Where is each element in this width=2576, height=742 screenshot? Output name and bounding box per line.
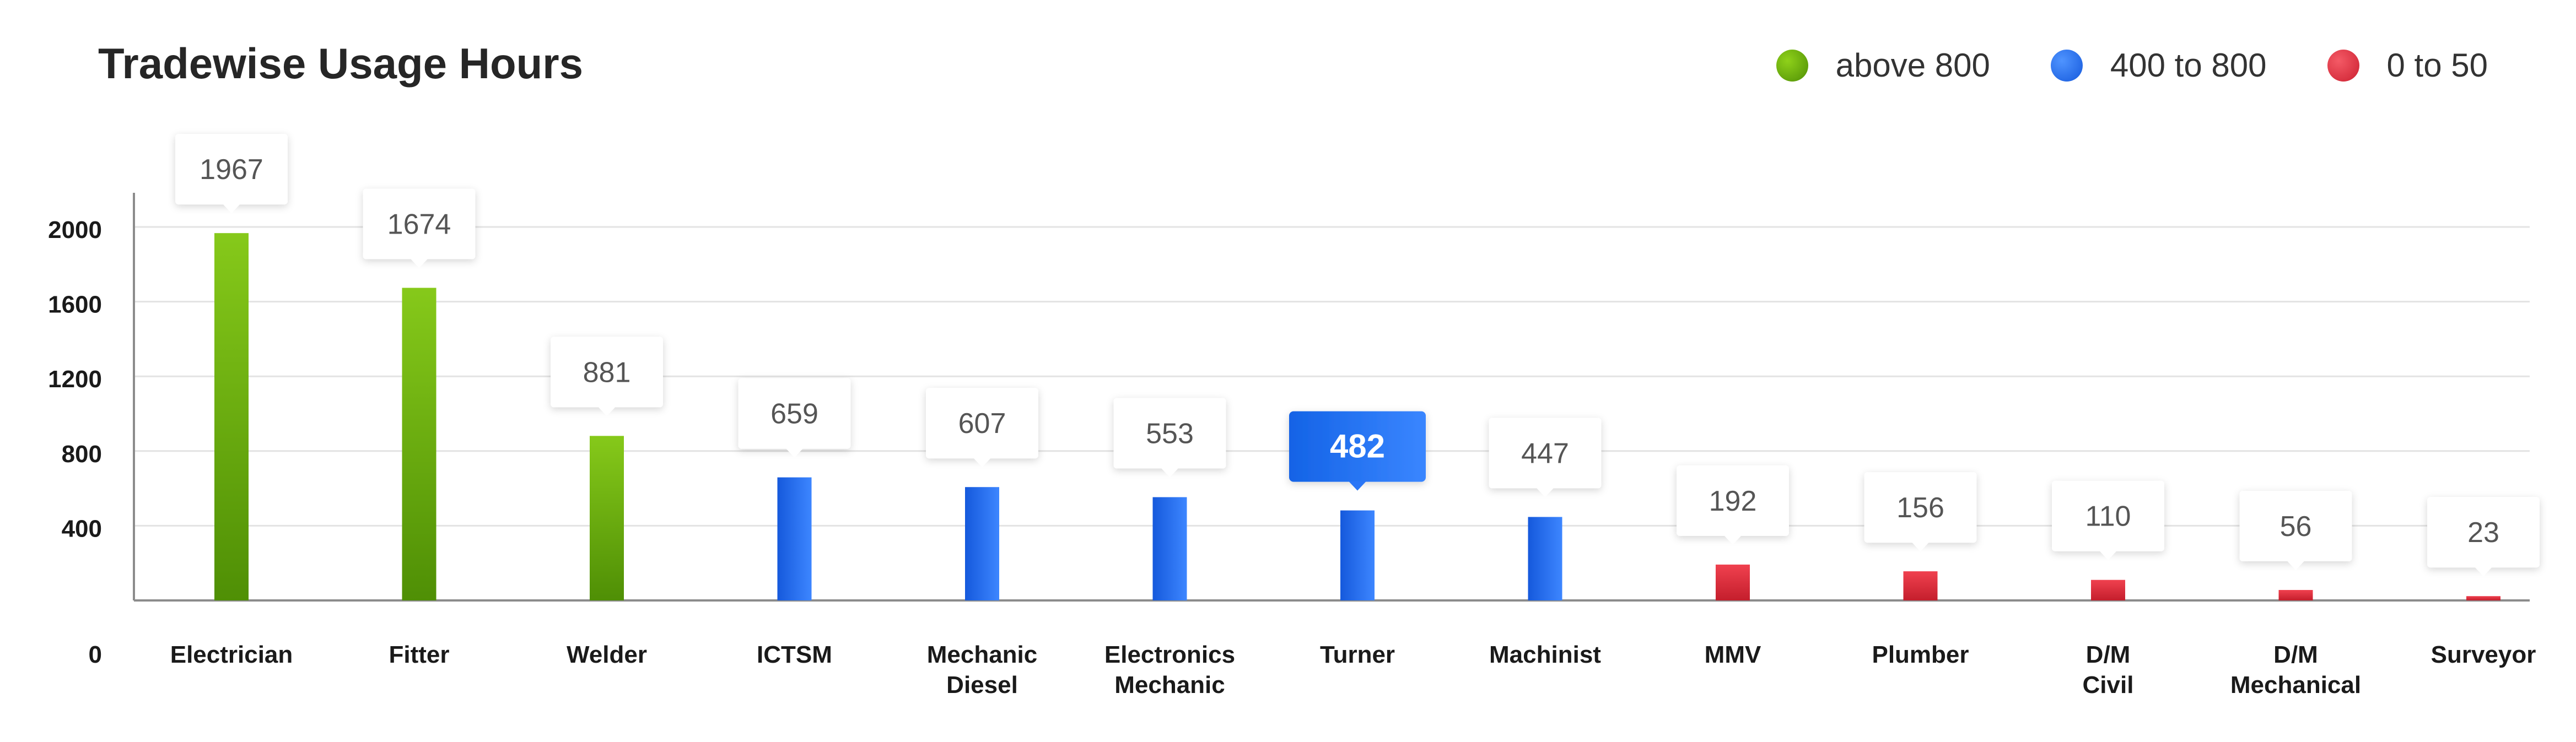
value-callout: 23 bbox=[2427, 497, 2540, 577]
bar-surveyor[interactable] bbox=[2466, 596, 2500, 600]
x-tick-label: Welder bbox=[567, 641, 647, 668]
x-tick-label: Turner bbox=[1320, 641, 1395, 668]
value-callout-pointer bbox=[973, 458, 991, 468]
value-callout-box bbox=[926, 388, 1038, 459]
value-callout-box bbox=[738, 378, 851, 449]
bar-mmv[interactable] bbox=[1716, 564, 1750, 600]
y-tick-label: 2000 bbox=[48, 216, 102, 243]
value-callout-box bbox=[2427, 497, 2540, 568]
value-callout-pointer bbox=[598, 407, 616, 416]
legend-item-400-to-800[interactable]: 400 to 800 bbox=[2050, 46, 2267, 84]
value-callout-pointer bbox=[1161, 468, 1179, 478]
legend-dot-blue bbox=[2050, 49, 2083, 82]
x-tick-label: ICTSM bbox=[757, 641, 832, 668]
bar-turner[interactable] bbox=[1340, 510, 1375, 600]
value-callout: 1674 bbox=[363, 188, 476, 268]
y-tick-label: 1600 bbox=[48, 291, 102, 318]
bar-machinist[interactable] bbox=[1528, 517, 1562, 600]
bar-electronics-mechanic[interactable] bbox=[1152, 497, 1187, 600]
value-callout: 447 bbox=[1489, 418, 1602, 497]
bar-ictsm[interactable] bbox=[777, 477, 812, 600]
bar-d-m-mechanical[interactable] bbox=[2278, 590, 2313, 600]
value-callout-box bbox=[175, 134, 288, 205]
legend-item-above-800[interactable]: above 800 bbox=[1776, 46, 1990, 84]
legend-dot-red bbox=[2327, 49, 2359, 82]
data-label: 23 bbox=[2467, 517, 2499, 549]
x-tick-label: Mechanic Diesel bbox=[927, 641, 1038, 698]
bar-d-m-civil[interactable] bbox=[2091, 579, 2125, 600]
value-callout: 659 bbox=[738, 378, 851, 458]
value-callout-pointer bbox=[785, 448, 804, 458]
value-callout: 56 bbox=[2239, 491, 2352, 571]
value-callout-box bbox=[1113, 398, 1226, 469]
value-callout: 553 bbox=[1113, 398, 1226, 478]
value-callout: 192 bbox=[1677, 465, 1789, 545]
legend-dot-green bbox=[1776, 49, 1808, 82]
value-callout-box bbox=[363, 188, 476, 259]
data-label: 192 bbox=[1709, 485, 1757, 517]
data-label: 156 bbox=[1896, 492, 1944, 524]
legend-item-0-to-50[interactable]: 0 to 50 bbox=[2327, 46, 2488, 84]
legend-label: 0 to 50 bbox=[2386, 47, 2488, 84]
value-callout: 881 bbox=[551, 337, 663, 416]
bar-electrician[interactable] bbox=[214, 233, 249, 600]
value-callout-box bbox=[1864, 472, 1977, 543]
x-tick-label: Electrician bbox=[170, 641, 293, 668]
value-callout-pointer bbox=[1536, 488, 1554, 497]
bar-plumber[interactable] bbox=[1903, 571, 1938, 600]
data-label: 482 bbox=[1330, 428, 1385, 465]
value-callout-pointer bbox=[2099, 550, 2117, 560]
bar-mechanic-diesel[interactable] bbox=[965, 487, 999, 600]
legend-label: above 800 bbox=[1835, 47, 1990, 84]
value-callout-pointer bbox=[1724, 535, 1742, 545]
data-label: 447 bbox=[1521, 437, 1569, 469]
value-callout-box bbox=[1489, 418, 1602, 489]
chart-title: Tradewise Usage Hours bbox=[98, 39, 584, 88]
data-label: 56 bbox=[2280, 511, 2312, 543]
y-tick-label: 800 bbox=[62, 441, 102, 468]
value-callout-box bbox=[1677, 465, 1789, 536]
value-callout-pointer bbox=[223, 204, 240, 214]
x-tick-label: D/M Mechanical bbox=[2230, 641, 2361, 698]
value-callout-pointer bbox=[2287, 561, 2305, 571]
value-callout-pointer bbox=[1349, 481, 1366, 491]
value-callout: 607 bbox=[926, 388, 1038, 468]
chart-legend: above 800 400 to 800 0 to 50 bbox=[1716, 46, 2488, 84]
data-label: 607 bbox=[958, 408, 1006, 440]
bar-welder[interactable] bbox=[590, 436, 624, 600]
value-callout: 482 bbox=[1289, 411, 1426, 491]
data-label: 881 bbox=[583, 356, 631, 388]
data-label: 553 bbox=[1146, 418, 1194, 450]
value-callout-box bbox=[1289, 411, 1426, 482]
x-tick-label: MMV bbox=[1705, 641, 1761, 668]
x-tick-label: Surveyor bbox=[2431, 641, 2536, 668]
data-label: 110 bbox=[2085, 501, 2131, 533]
value-callout: 110 bbox=[2052, 480, 2164, 560]
value-callout-box bbox=[2239, 491, 2352, 562]
value-callout-pointer bbox=[2475, 567, 2492, 577]
value-callout: 156 bbox=[1864, 472, 1977, 552]
data-label: 659 bbox=[770, 398, 818, 430]
x-tick-label: Electronics Mechanic bbox=[1104, 641, 1235, 698]
value-callout-box bbox=[2052, 480, 2164, 551]
data-label: 1674 bbox=[387, 209, 451, 241]
y-tick-label: 400 bbox=[62, 515, 102, 542]
value-callout-pointer bbox=[410, 258, 428, 268]
y-tick-label: 0 bbox=[89, 641, 102, 668]
x-tick-label: Plumber bbox=[1872, 641, 1969, 668]
legend-label: 400 to 800 bbox=[2110, 47, 2267, 84]
value-callout-pointer bbox=[1911, 542, 1930, 552]
x-tick-label: D/M Civil bbox=[2083, 641, 2134, 698]
data-label: 1967 bbox=[200, 154, 263, 186]
x-tick-label: Machinist bbox=[1489, 641, 1601, 668]
x-tick-label: Fitter bbox=[389, 641, 450, 668]
value-callout-box bbox=[551, 337, 663, 408]
bar-fitter[interactable] bbox=[402, 288, 436, 600]
y-tick-label: 1200 bbox=[48, 366, 102, 393]
value-callout: 1967 bbox=[175, 134, 288, 214]
